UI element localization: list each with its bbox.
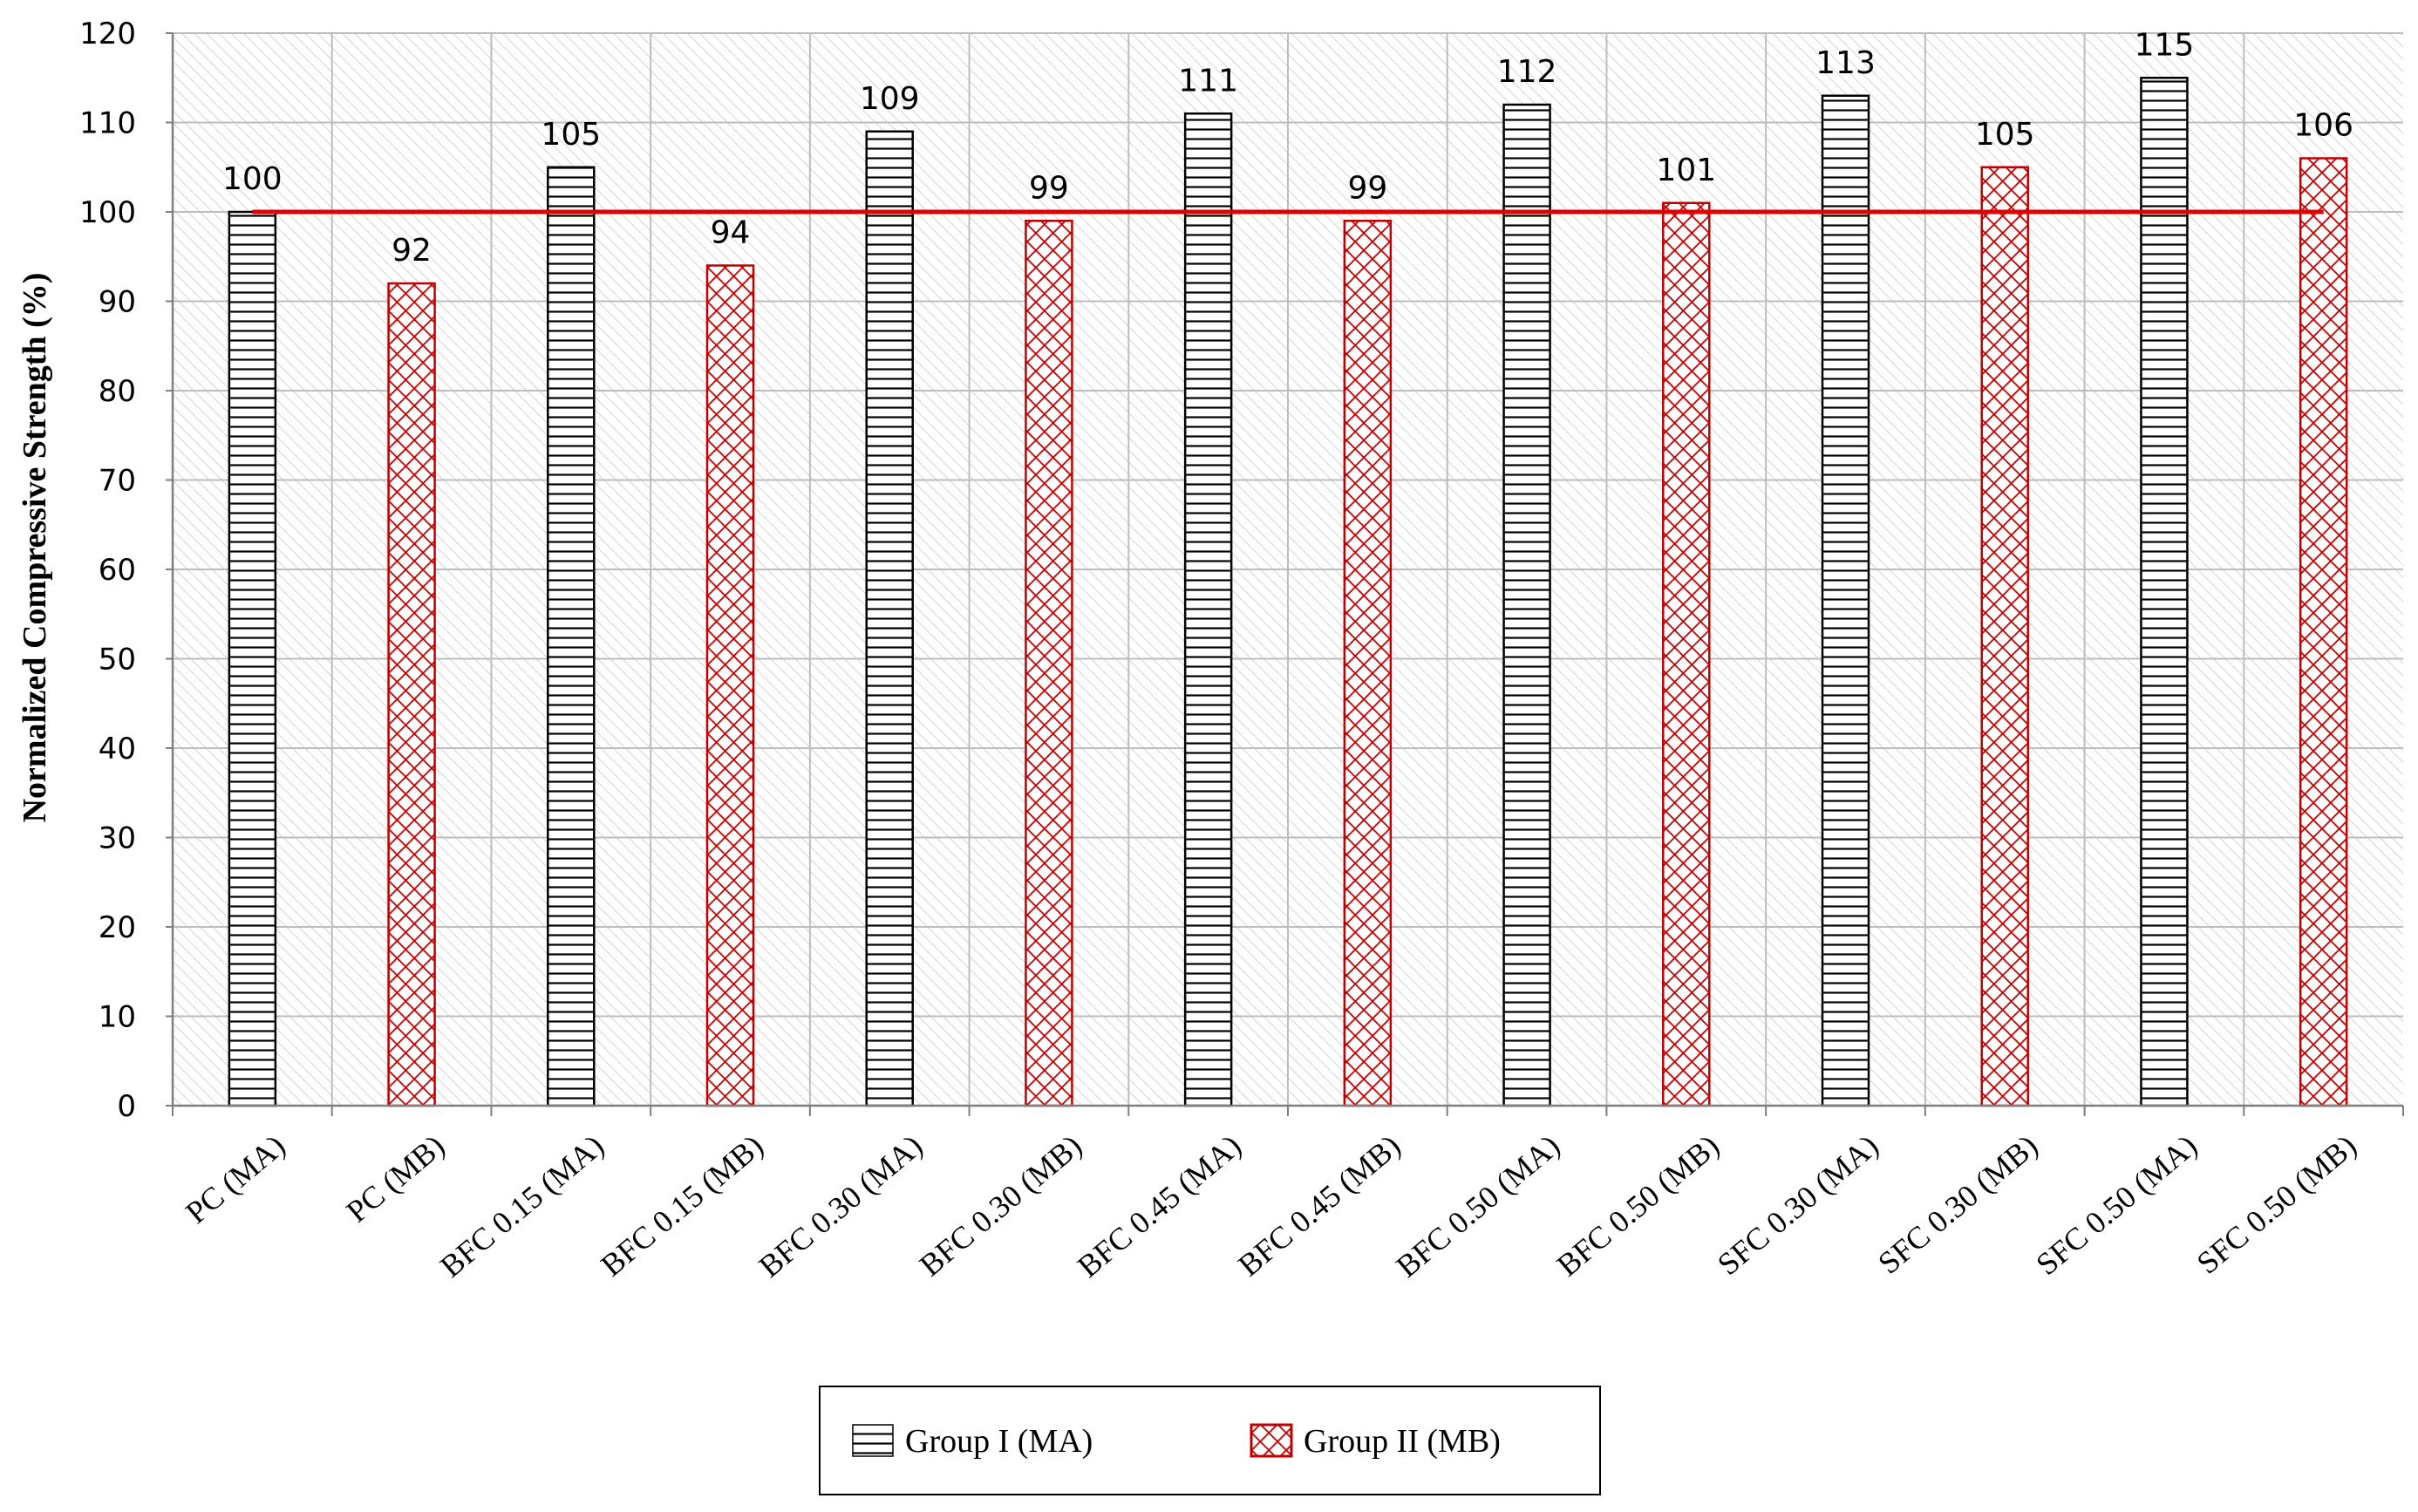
x-tick-label: PC (MB) <box>340 1127 452 1229</box>
y-tick-label: 90 <box>99 285 136 320</box>
bar <box>2299 157 2348 1107</box>
y-tick-label: 10 <box>99 1000 136 1035</box>
bar <box>865 130 914 1107</box>
y-tick-label: 110 <box>79 106 136 141</box>
y-tick-label: 50 <box>99 643 136 678</box>
data-label: 111 <box>1178 63 1238 99</box>
y-axis-label: Normalized Compressive Strength (%) <box>17 273 53 823</box>
y-tick-label: 20 <box>99 910 136 945</box>
y-tick-label: 100 <box>79 195 136 230</box>
y-tick-label: 60 <box>99 553 136 588</box>
data-labels: 100 92 105 94 109 99 111 99 112 101 113 105 115 106 <box>222 27 2353 269</box>
legend-label: Group I (MA) <box>905 1423 1093 1460</box>
x-tick-label: BFC 0.50 (MB) <box>1550 1127 1726 1283</box>
bar <box>387 282 436 1107</box>
bar <box>1343 220 1393 1107</box>
x-tick-label: BFC 0.30 (MA) <box>753 1127 930 1284</box>
data-label: 113 <box>1815 45 1876 81</box>
legend-label: Group II (MB) <box>1304 1423 1501 1460</box>
data-label: 115 <box>2135 27 2195 63</box>
y-tick-label: 80 <box>99 374 136 409</box>
bar <box>228 210 277 1107</box>
y-tick-label: 0 <box>117 1089 136 1124</box>
data-label: 99 <box>1029 170 1069 206</box>
data-label: 99 <box>1347 170 1387 206</box>
bar <box>1980 166 2029 1107</box>
bar <box>2140 77 2189 1107</box>
y-tick-label: 120 <box>79 17 136 51</box>
data-label: 112 <box>1497 54 1557 90</box>
legend-swatch <box>1250 1423 1293 1458</box>
data-label: 105 <box>1975 117 2035 153</box>
x-tick-label: SFC 0.30 (MB) <box>1871 1127 2044 1280</box>
x-tick-label: BFC 0.15 (MB) <box>594 1127 769 1283</box>
y-tick-label: 70 <box>99 464 136 499</box>
y-tick-label: 40 <box>99 732 136 766</box>
x-tick-label: BFC 0.30 (MB) <box>913 1127 1088 1283</box>
x-tick-label: BFC 0.15 (MA) <box>433 1127 610 1284</box>
x-tick-label: SFC 0.50 (MB) <box>2190 1127 2363 1280</box>
data-label: 100 <box>222 161 283 197</box>
y-tick-label: 30 <box>99 821 136 856</box>
data-label: 94 <box>711 215 751 251</box>
gridlines <box>173 32 2403 1106</box>
x-tick-label: PC (MA) <box>179 1127 291 1229</box>
data-label: 106 <box>2293 108 2353 144</box>
data-label: 101 <box>1656 153 1716 188</box>
data-label: 109 <box>860 81 920 117</box>
legend-swatch <box>852 1424 894 1457</box>
bar <box>1183 112 1233 1107</box>
bar <box>705 264 755 1107</box>
data-label: 105 <box>541 117 601 153</box>
x-tick-label: SFC 0.30 (MA) <box>1711 1127 1885 1282</box>
legend-box <box>819 1386 1601 1495</box>
x-tick-label: BFC 0.45 (MA) <box>1071 1127 1248 1284</box>
x-tick-label: BFC 0.45 (MB) <box>1231 1127 1407 1283</box>
bar <box>1025 220 1073 1107</box>
bar <box>547 166 596 1107</box>
bar <box>1821 94 1870 1107</box>
bar <box>1502 103 1551 1107</box>
data-label: 92 <box>392 233 432 269</box>
bar <box>1662 201 1711 1107</box>
bars <box>228 77 2348 1107</box>
x-tick-label: SFC 0.50 (MA) <box>2029 1127 2203 1282</box>
x-tick-label: BFC 0.50 (MA) <box>1390 1127 1567 1284</box>
legend: Group I (MA) Group II (MB) <box>819 1386 1601 1495</box>
